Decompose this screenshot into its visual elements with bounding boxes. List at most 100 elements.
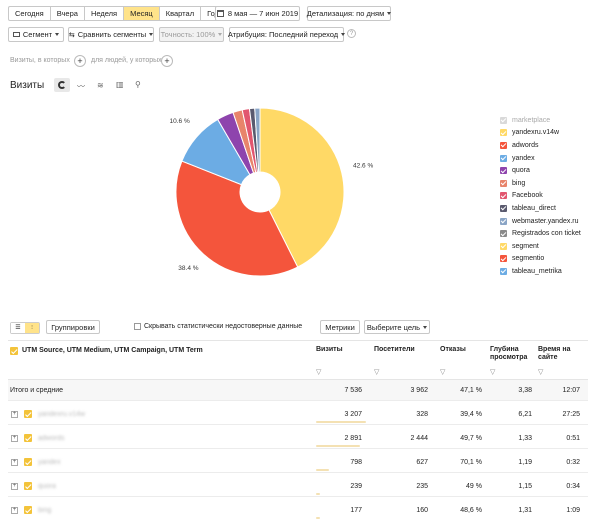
- legend-item[interactable]: tableau_direct: [500, 202, 581, 215]
- expand-icon[interactable]: +: [11, 459, 18, 466]
- legend-item[interactable]: marketplace: [500, 114, 581, 127]
- column-header-label: Время на сайте: [538, 346, 571, 361]
- legend-label: webmaster.yandex.ru: [512, 217, 579, 225]
- period-1[interactable]: Вчера: [51, 7, 85, 20]
- pie-slice-yandexru-v14w[interactable]: [259, 107, 345, 268]
- row-checkbox[interactable]: [24, 506, 32, 514]
- groupings-button[interactable]: Группировки: [46, 320, 100, 334]
- legend-label: bing: [512, 179, 526, 187]
- legend-item[interactable]: quora: [500, 164, 581, 177]
- cell-1: 328: [416, 411, 428, 418]
- filter-icon[interactable]: ▽: [316, 369, 322, 376]
- row-checkbox[interactable]: [24, 458, 32, 466]
- pie-slice-adwords[interactable]: [175, 160, 299, 277]
- column-header[interactable]: Отказы: [440, 346, 486, 354]
- column-header-label: Отказы: [440, 346, 466, 353]
- legend-item[interactable]: segmentio: [500, 253, 581, 266]
- filter-icon[interactable]: ▽: [538, 369, 544, 376]
- legend-label: tableau_metrika: [512, 267, 562, 275]
- legend-checkbox[interactable]: [500, 154, 507, 162]
- row-checkbox[interactable]: [24, 410, 32, 418]
- help-icon[interactable]: ?: [347, 29, 356, 38]
- cell-2: 70,1 %: [460, 459, 482, 466]
- segment-icon: [12, 32, 20, 37]
- legend-item[interactable]: yandex: [500, 152, 581, 165]
- legend-item[interactable]: Registrados con ticket: [500, 227, 581, 240]
- legend-item[interactable]: bing: [500, 177, 581, 190]
- legend-item[interactable]: segment: [500, 240, 581, 253]
- row-checkbox[interactable]: [24, 482, 32, 490]
- legend-label: Registrados con ticket: [512, 230, 581, 238]
- dimension-checkbox[interactable]: [10, 347, 18, 355]
- cell-3: 1,15: [518, 483, 532, 490]
- expand-icon[interactable]: +: [11, 435, 18, 442]
- legend-checkbox[interactable]: [500, 242, 507, 250]
- legend-label: quora: [512, 167, 530, 175]
- legend-checkbox[interactable]: [500, 217, 507, 225]
- metrics-button[interactable]: Метрики: [320, 320, 360, 334]
- legend-checkbox[interactable]: [500, 204, 507, 212]
- tree-view-icon[interactable]: ⫶: [25, 323, 39, 333]
- add-people-filter-button[interactable]: +: [161, 55, 173, 67]
- row-checkbox[interactable]: [24, 434, 32, 442]
- period-5[interactable]: Год: [207, 9, 220, 18]
- map-pin-icon[interactable]: ⚲: [135, 80, 141, 89]
- compare-segments-button[interactable]: ⇆ Сравнить сегменты: [68, 27, 154, 42]
- legend-checkbox[interactable]: [500, 167, 507, 175]
- table-row[interactable]: + bing 177 160 48,6 % 1,31 1:09: [8, 500, 588, 520]
- column-header[interactable]: Визиты: [316, 346, 366, 354]
- hide-unreliable-checkbox[interactable]: [134, 323, 141, 330]
- column-header[interactable]: Посетители: [374, 346, 432, 354]
- list-view-icon[interactable]: ☰: [11, 323, 25, 333]
- filter-icon[interactable]: ▽: [374, 369, 380, 376]
- cell-2: 47,1 %: [460, 387, 482, 394]
- segment-button[interactable]: Сегмент: [8, 27, 64, 42]
- legend-item[interactable]: adwords: [500, 139, 581, 152]
- legend-checkbox[interactable]: [500, 116, 507, 124]
- legend-checkbox[interactable]: [500, 267, 507, 275]
- table-view-toggle[interactable]: ☰ ⫶: [10, 322, 40, 334]
- expand-icon[interactable]: +: [11, 483, 18, 490]
- legend-item[interactable]: webmaster.yandex.ru: [500, 215, 581, 228]
- stacked-chart-icon[interactable]: ≋: [97, 81, 104, 90]
- legend-item[interactable]: Facebook: [500, 190, 581, 203]
- add-visits-filter-button[interactable]: +: [74, 55, 86, 67]
- date-range-button[interactable]: 8 мая — 7 июн 2019: [215, 6, 300, 21]
- legend-checkbox[interactable]: [500, 179, 507, 187]
- period-3[interactable]: Месяц: [124, 7, 160, 20]
- legend-checkbox[interactable]: [500, 192, 507, 200]
- detail-dropdown[interactable]: Детализация: по дням: [307, 6, 392, 21]
- legend-checkbox[interactable]: [500, 230, 507, 238]
- table-row[interactable]: + yandexru.v14w 3 207 328 39,4 % 6,21 27:25: [8, 404, 588, 425]
- row-label: yandex: [38, 459, 61, 466]
- choose-goal-dropdown[interactable]: Выберите цель: [364, 320, 430, 334]
- expand-icon[interactable]: +: [11, 411, 18, 418]
- cell-4: 0:51: [566, 435, 580, 442]
- legend-checkbox[interactable]: [500, 255, 507, 263]
- period-2[interactable]: Неделя: [85, 7, 125, 20]
- legend-checkbox[interactable]: [500, 129, 507, 137]
- pie-chart-type-button[interactable]: [54, 78, 70, 92]
- table-row[interactable]: + adwords 2 891 2 444 49,7 % 1,33 0:51: [8, 428, 588, 449]
- column-header[interactable]: Глубина просмотра: [490, 346, 536, 362]
- legend-item[interactable]: yandexru.v14w: [500, 127, 581, 140]
- line-chart-icon[interactable]: 〰: [77, 82, 85, 91]
- filter-icon[interactable]: ▽: [490, 369, 496, 376]
- pie-slice-webmaster-yandex-ru[interactable]: [254, 107, 261, 173]
- legend-checkbox[interactable]: [500, 141, 507, 149]
- expand-icon[interactable]: +: [11, 507, 18, 514]
- row-label: yandexru.v14w: [38, 411, 86, 418]
- period-0[interactable]: Сегодня: [9, 7, 51, 20]
- column-header[interactable]: Время на сайте: [538, 346, 584, 362]
- period-4[interactable]: Квартал: [160, 7, 202, 20]
- attribution-dropdown[interactable]: Атрибуция: Последний переход: [228, 27, 346, 42]
- table-row[interactable]: + yandex 798 627 70,1 % 1,19 0:32: [8, 452, 588, 473]
- period-selector[interactable]: Сегодня Вчера Неделя Месяц Квартал Год: [8, 6, 227, 21]
- bar-chart-icon[interactable]: ▥: [116, 80, 124, 89]
- totals-row[interactable]: Итого и средние 7 536 3 962 47,1 % 3,38 12:07: [8, 380, 588, 401]
- legend-item[interactable]: tableau_metrika: [500, 265, 581, 278]
- cell-0: 7 536: [344, 387, 362, 394]
- table-row[interactable]: + quora 239 235 49 % 1,15 0:34: [8, 476, 588, 497]
- accuracy-dropdown[interactable]: Точность: 100%: [159, 27, 224, 42]
- filter-icon[interactable]: ▽: [440, 369, 446, 376]
